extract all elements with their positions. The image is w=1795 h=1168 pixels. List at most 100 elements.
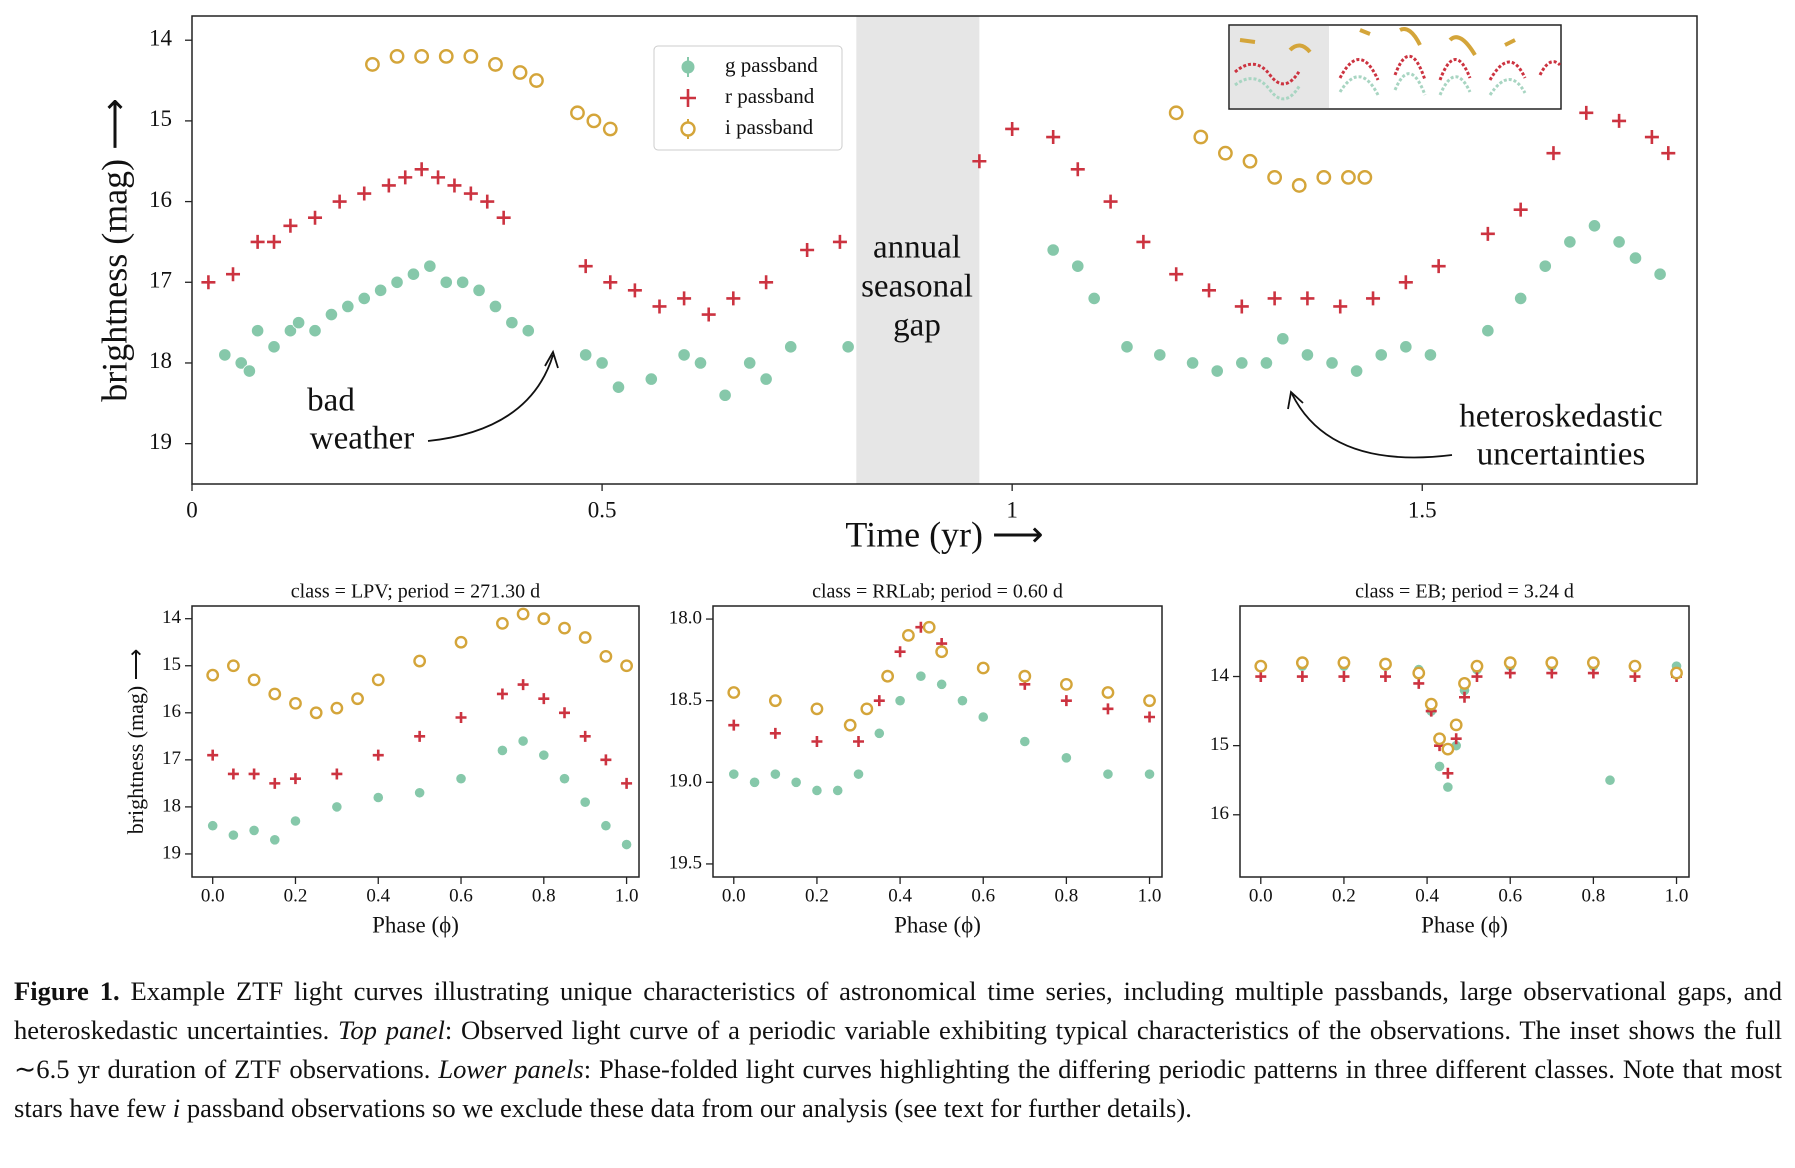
point bbox=[1546, 146, 1561, 161]
point bbox=[330, 701, 344, 715]
point bbox=[726, 291, 741, 306]
y-tick-label: 14 bbox=[162, 607, 182, 628]
point bbox=[390, 275, 404, 289]
point bbox=[1059, 677, 1073, 691]
point bbox=[521, 324, 535, 338]
point bbox=[414, 787, 426, 799]
legend-label: i passband bbox=[725, 115, 814, 139]
point bbox=[677, 291, 692, 306]
point bbox=[1325, 356, 1339, 370]
point bbox=[227, 768, 239, 780]
point bbox=[1337, 656, 1351, 670]
x-tick-label: 0.0 bbox=[201, 885, 225, 906]
point bbox=[1563, 235, 1577, 249]
point bbox=[1442, 781, 1454, 793]
annotation-arrow bbox=[544, 349, 559, 369]
point bbox=[496, 210, 511, 225]
x-tick-label: 1.0 bbox=[615, 885, 639, 906]
caption: Figure 1. Example ZTF light curves illus… bbox=[14, 972, 1782, 1128]
point bbox=[1629, 671, 1641, 683]
y-tick-label: 15 bbox=[149, 106, 172, 131]
x-tick-label: 0.8 bbox=[532, 885, 556, 906]
legend-frame bbox=[653, 45, 843, 151]
point bbox=[414, 162, 429, 177]
point bbox=[1504, 667, 1516, 679]
caption-emph: i bbox=[172, 1093, 181, 1123]
point bbox=[517, 735, 529, 747]
point bbox=[537, 612, 551, 626]
point bbox=[357, 186, 372, 201]
point bbox=[1423, 348, 1438, 362]
point bbox=[226, 659, 240, 673]
point bbox=[620, 659, 633, 673]
x-tick-label: 0.4 bbox=[888, 885, 912, 906]
point bbox=[1514, 291, 1528, 306]
inset-i bbox=[1239, 27, 1516, 57]
annotation-arrow bbox=[427, 354, 554, 442]
point bbox=[559, 707, 570, 719]
y-tick-label: 14 bbox=[149, 25, 173, 50]
point bbox=[894, 695, 906, 707]
point bbox=[1153, 348, 1167, 362]
point bbox=[579, 730, 591, 742]
point bbox=[558, 621, 571, 635]
point bbox=[1546, 667, 1558, 679]
point bbox=[201, 275, 216, 290]
point bbox=[1480, 226, 1495, 241]
point bbox=[972, 154, 987, 169]
y-tick-label: 16 bbox=[162, 701, 181, 722]
panel: 0.0 0.2 0.4 0.6 0.8 1.0 14 15 16 17 18 19 class = LP… bbox=[123, 581, 640, 937]
point bbox=[1431, 259, 1446, 274]
point bbox=[1612, 113, 1627, 128]
point bbox=[269, 777, 281, 789]
point bbox=[496, 617, 509, 630]
point bbox=[1442, 767, 1454, 779]
point bbox=[873, 695, 885, 707]
point bbox=[1333, 299, 1348, 314]
seasonal-gap bbox=[856, 16, 980, 484]
point bbox=[810, 702, 824, 716]
point bbox=[455, 712, 467, 724]
caption-text: Example ZTF light curves illustrating un… bbox=[14, 976, 1782, 1045]
point bbox=[538, 749, 550, 761]
y-tick-label: 16 bbox=[1210, 803, 1229, 824]
point bbox=[620, 838, 633, 851]
point bbox=[308, 324, 322, 338]
panel: 0.0 0.2 0.4 0.6 0.8 1.0 18.0 18.5 19.0 19.5 class … bbox=[669, 581, 1163, 937]
point bbox=[1357, 169, 1373, 185]
point bbox=[1366, 291, 1381, 306]
y-tick-label: 18 bbox=[149, 348, 172, 373]
point bbox=[976, 661, 990, 675]
point bbox=[922, 620, 936, 634]
caption-emph: Top panel bbox=[338, 1015, 445, 1045]
x-tick-label: 0.5 bbox=[588, 497, 617, 522]
x-tick-label: 1.0 bbox=[1665, 885, 1689, 906]
point bbox=[1300, 291, 1315, 306]
figure: 0 0.5 1 1.5 14 15 16 17 18 19 Time (yr) ⟶ brightnes… bbox=[94, 15, 1698, 937]
point bbox=[289, 815, 302, 827]
axes-frame bbox=[191, 605, 640, 878]
point bbox=[324, 307, 339, 322]
point bbox=[438, 48, 454, 64]
point bbox=[398, 170, 413, 185]
caption-text: : Phase-folded light curves highlighting… bbox=[14, 1054, 1782, 1123]
point bbox=[1019, 735, 1031, 748]
point bbox=[308, 210, 323, 225]
point bbox=[841, 340, 855, 354]
point bbox=[1255, 671, 1267, 683]
point bbox=[811, 736, 823, 747]
point bbox=[728, 719, 740, 731]
x-tick-label: 0 bbox=[186, 497, 198, 522]
panel: 0.0 0.2 0.4 0.6 0.8 1.0 14 15 16 class = EB; peri… bbox=[1210, 581, 1690, 937]
point bbox=[600, 754, 612, 766]
annotation: annual bbox=[873, 230, 961, 266]
y-tick-label: 18.0 bbox=[669, 607, 702, 628]
point bbox=[1661, 146, 1676, 161]
point bbox=[652, 299, 667, 314]
point bbox=[1060, 695, 1072, 707]
x-tick-label: 0.2 bbox=[1332, 885, 1356, 906]
point bbox=[251, 324, 265, 338]
panel: 0 0.5 1 1.5 14 15 16 17 18 19 Time (yr) ⟶ brightnes… bbox=[94, 15, 1698, 554]
legend-marker bbox=[680, 121, 696, 137]
y-tick-label: 15 bbox=[1210, 734, 1229, 755]
